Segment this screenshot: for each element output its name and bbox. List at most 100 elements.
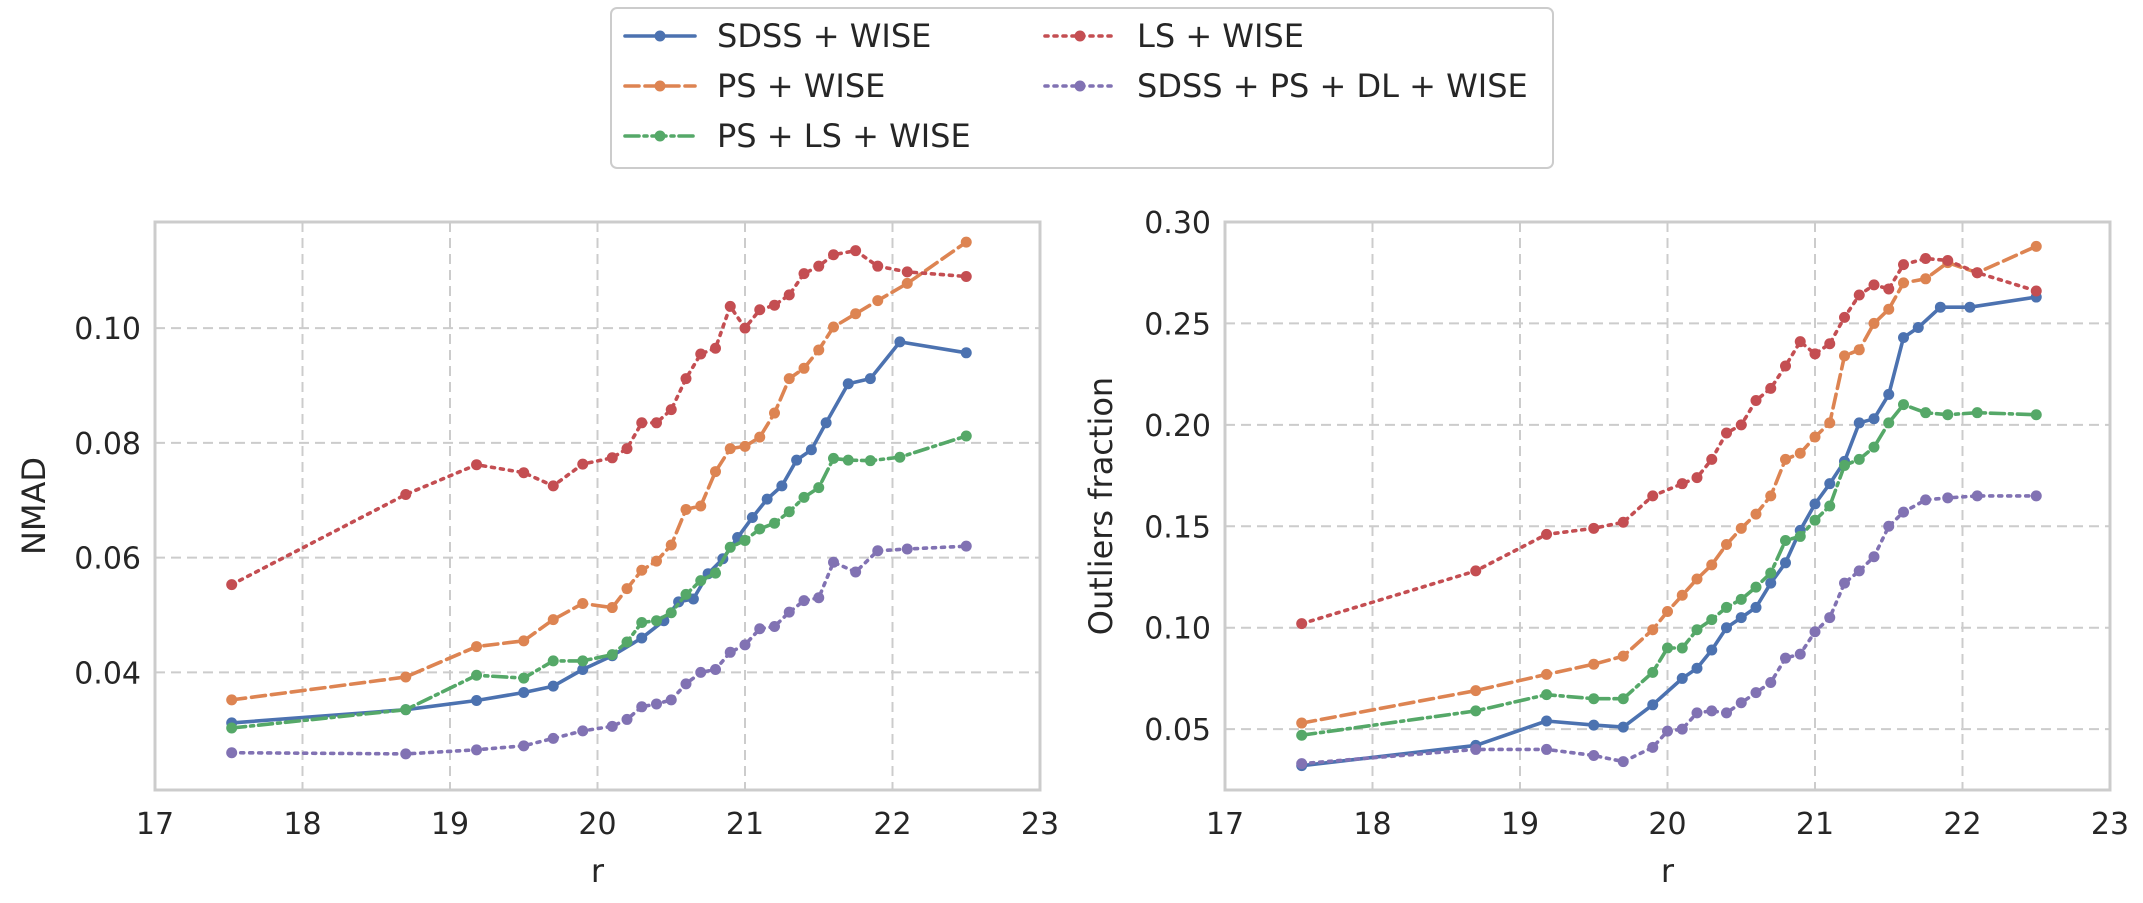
data-point [1912, 321, 1924, 333]
data-point [1809, 626, 1821, 638]
series-ps-wise [1296, 240, 2042, 729]
data-point [1942, 492, 1954, 504]
data-point [798, 595, 810, 607]
data-point [471, 694, 483, 706]
data-point [471, 669, 483, 681]
x-tick-label: 21 [1796, 807, 1834, 842]
x-tick-label: 18 [1353, 807, 1391, 842]
data-point [1853, 289, 1865, 301]
data-point [1868, 413, 1880, 425]
data-point [1588, 719, 1600, 731]
series-line-sdss-wise [229, 340, 969, 725]
data-point [1898, 332, 1909, 344]
data-point [606, 720, 618, 732]
data-point [1824, 417, 1836, 429]
legend-entry-ps-ls-wise: PS + LS + WISE [623, 117, 971, 155]
data-point [636, 632, 648, 644]
x-tick-label: 17 [1206, 807, 1244, 842]
series-line-sdss-wise [1299, 295, 2039, 768]
data-point [665, 539, 677, 551]
data-point [1883, 520, 1895, 532]
data-point [1824, 500, 1836, 512]
data-point [813, 344, 825, 356]
data-point [577, 458, 589, 470]
legend-marker [654, 130, 666, 142]
data-point [1794, 447, 1806, 459]
data-point [1824, 478, 1836, 490]
series-line-ls-wise [229, 248, 969, 587]
data-point [547, 680, 559, 692]
y-tick-label: 0.05 [1144, 713, 1211, 748]
data-point [1868, 441, 1880, 453]
data-point [577, 598, 589, 610]
data-point [1706, 644, 1718, 656]
data-point [828, 452, 839, 464]
data-point [1691, 624, 1703, 636]
data-point [1617, 756, 1629, 768]
data-point [636, 417, 648, 429]
data-point [680, 373, 692, 385]
series-sdss-ps-dl-wise [226, 540, 972, 760]
data-point [1706, 453, 1718, 465]
x-tick-label: 23 [2091, 807, 2129, 842]
data-point [1839, 311, 1850, 323]
y-tick-label: 0.30 [1144, 206, 1211, 241]
legend-entry-sdss-wise: SDSS + WISE [623, 17, 931, 55]
data-point [769, 620, 780, 632]
data-point [1721, 427, 1732, 439]
data-point [1898, 399, 1909, 411]
data-point [1735, 522, 1747, 534]
data-point [769, 407, 780, 419]
data-point [621, 583, 633, 595]
data-point [1824, 612, 1836, 624]
data-point [1934, 301, 1946, 313]
data-point [739, 639, 751, 651]
data-point [769, 517, 780, 529]
data-point [1647, 699, 1659, 711]
data-point [1839, 577, 1850, 589]
data-point [400, 748, 412, 760]
data-point [1809, 431, 1821, 443]
data-point [1676, 672, 1688, 684]
data-point [1920, 494, 1932, 506]
data-point [1588, 750, 1600, 762]
data-point [1470, 705, 1482, 717]
data-point [680, 503, 692, 515]
data-point [1883, 283, 1895, 295]
data-point [518, 672, 530, 684]
y-axis-label: Outliers fraction [1082, 377, 1120, 635]
x-tick-label: 20 [1648, 807, 1686, 842]
data-point [1735, 612, 1747, 624]
data-point [783, 289, 795, 301]
data-point [1942, 409, 1954, 421]
data-point [621, 636, 633, 648]
data-point [1780, 453, 1791, 465]
data-point [805, 444, 817, 456]
data-point [2030, 240, 2042, 252]
data-point [471, 744, 483, 756]
data-point [1883, 417, 1895, 429]
data-point [651, 698, 662, 710]
data-point [1691, 662, 1703, 674]
x-tick-label: 22 [1943, 807, 1981, 842]
data-point [710, 342, 721, 354]
x-tick-label: 19 [1501, 807, 1539, 842]
data-point [471, 641, 483, 653]
data-point [1647, 624, 1659, 636]
data-point [547, 655, 559, 667]
data-point [471, 459, 483, 471]
data-point [798, 491, 810, 503]
x-axis-label: r [1661, 852, 1675, 890]
data-point [754, 431, 766, 443]
data-point [1809, 348, 1821, 360]
data-point [226, 694, 238, 706]
data-point [1964, 301, 1976, 313]
data-point [1809, 514, 1821, 526]
data-point [1750, 687, 1762, 699]
data-point [1296, 729, 1308, 741]
data-point [1296, 618, 1308, 630]
legend-entry-sdss-ps-dl-wise: SDSS + PS + DL + WISE [1043, 67, 1528, 105]
data-point [680, 678, 692, 690]
data-point [547, 614, 559, 626]
data-point [724, 443, 736, 455]
